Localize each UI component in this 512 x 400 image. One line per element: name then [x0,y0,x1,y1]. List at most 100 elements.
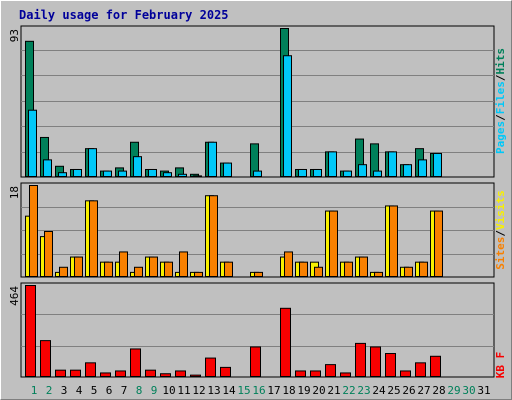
bar-hits-files-series1-day3 [58,172,67,177]
bar-kbytes-series0-day22 [340,372,351,378]
bar-kbytes-series0-day5 [85,362,96,377]
day-label-19: 19 [297,384,310,397]
day-label-3: 3 [61,384,68,397]
legend-entry: / [494,74,507,81]
ymax-label-visits-sites: 18 [8,186,21,199]
bar-kbytes-series0-day6 [100,372,111,378]
bar-visits-sites-series1-day23 [359,256,368,277]
bar-hits-files-series1-day22 [343,170,352,178]
day-label-27: 27 [417,384,430,397]
bar-visits-sites-series1-day1 [29,185,38,277]
bar-visits-sites-series1-day14 [224,261,233,277]
bar-hits-files-series1-day24 [373,170,382,178]
bar-visits-sites-series1-day25 [389,205,398,277]
day-label-14: 14 [222,384,236,397]
bar-kbytes-series0-day9 [145,369,156,377]
legend-entry: KB F [494,352,507,379]
legend-entry: / [494,230,507,237]
bar-visits-sites-series1-day4 [74,256,83,277]
bar-hits-files-series1-day2 [43,159,52,177]
bar-kbytes-series0-day4 [70,369,81,377]
bar-kbytes-series0-day11 [175,370,186,378]
day-label-25: 25 [387,384,400,397]
bar-hits-files-series1-day19 [298,168,307,177]
bar-hits-files-series1-day1 [28,109,37,177]
bar-hits-files-series1-day28 [433,152,442,177]
bar-kbytes-series0-day21 [325,364,336,377]
bar-hits-files-series1-day18 [283,55,292,178]
bar-kbytes-series0-day20 [310,370,321,378]
legend-entry: / [494,114,507,121]
bar-hits-files-series1-day8 [133,156,142,177]
day-label-11: 11 [177,384,190,397]
day-label-7: 7 [121,384,128,397]
legend-hits-files: Pages/Files/Hits [494,48,507,154]
bar-visits-sites-series1-day28 [434,210,443,277]
bar-kbytes-series0-day7 [115,370,126,378]
bar-kbytes-series0-day23 [355,342,366,377]
bar-hits-files-series1-day26 [403,164,412,178]
day-label-4: 4 [76,384,83,397]
bar-visits-sites-series1-day8 [134,266,143,277]
bar-hits-files-series1-day16 [253,170,262,178]
day-label-29: 29 [447,384,460,397]
day-label-26: 26 [402,384,415,397]
bar-kbytes-series0-day1 [25,285,36,377]
bar-kbytes-series0-day19 [295,370,306,378]
bar-kbytes-series0-day12 [190,374,201,378]
bar-hits-files-series1-day21 [328,151,337,177]
bar-visits-sites-series1-day10 [164,261,173,277]
ymax-label-kbytes: 464 [8,286,21,306]
legend-entry: Pages [494,121,507,154]
bar-kbytes-series0-day14 [220,366,231,378]
bar-kbytes-series0-day10 [160,373,171,377]
bar-visits-sites-series1-day19 [299,261,308,277]
legend-entry: Visits [494,190,507,230]
bar-visits-sites-series1-day27 [419,261,428,277]
bar-visits-sites-series1-day24 [374,271,383,277]
bar-kbytes-series0-day26 [400,370,411,378]
legend-entry: Sites [494,237,507,270]
bar-hits-files-series1-day6 [103,170,112,178]
day-label-12: 12 [192,384,205,397]
day-label-18: 18 [282,384,295,397]
bar-kbytes-series0-day2 [40,340,51,378]
day-label-30: 30 [462,384,475,397]
bar-visits-sites-series1-day16 [254,271,263,277]
bar-kbytes-series0-day25 [385,353,396,377]
bar-visits-sites-series1-day2 [44,231,53,277]
bar-hits-files-series1-day4 [73,168,82,177]
ymax-label-hits-files: 93 [8,29,21,42]
bar-visits-sites-series1-day18 [284,251,293,277]
bar-hits-files-series1-day9 [148,168,157,177]
day-label-16: 16 [252,384,265,397]
day-label-1: 1 [31,384,38,397]
day-label-2: 2 [46,384,53,397]
bar-visits-sites-series1-day22 [344,261,353,277]
bar-hits-files-series1-day13 [208,141,217,177]
bar-kbytes-series0-day24 [370,346,381,377]
day-label-6: 6 [106,384,113,397]
day-label-31: 31 [477,384,490,397]
bar-kbytes-series0-day8 [130,348,141,377]
bar-kbytes-series0-day28 [430,355,441,378]
day-label-17: 17 [267,384,280,397]
legend-visits-sites: Sites/Visits [494,190,507,270]
bar-visits-sites-series1-day9 [149,256,158,277]
day-label-24: 24 [372,384,386,397]
bar-hits-files-series1-day20 [313,168,322,177]
legend-entry: Hits [494,48,507,75]
bar-hits-files-series1-day27 [418,159,427,177]
legend-kbytes: KB F [494,352,507,379]
bar-kbytes-series0-day27 [415,362,426,377]
bar-hits-files-series1-day25 [388,151,397,177]
bar-hits-files-series1-day23 [358,164,367,178]
bar-visits-sites-series1-day3 [59,266,68,277]
bar-kbytes-series0-day18 [280,307,291,377]
bar-kbytes-series0-day3 [55,369,66,377]
bar-hits-files-series1-day5 [88,148,97,177]
day-label-8: 8 [136,384,143,397]
chart-title: Daily usage for February 2025 [19,8,229,22]
bar-hits-files-series1-day10 [163,172,172,177]
